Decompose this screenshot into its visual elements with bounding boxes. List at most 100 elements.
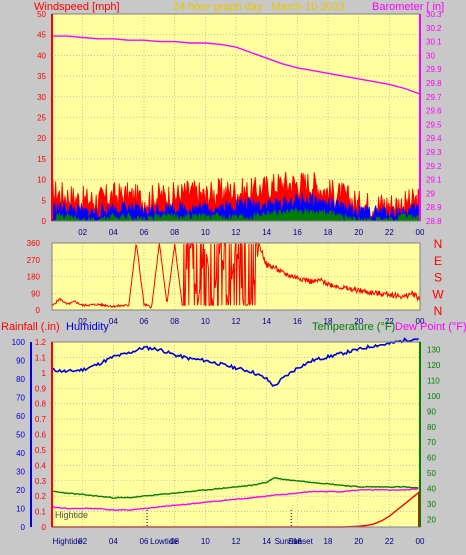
wind-x-tick-label: 12 — [232, 228, 241, 237]
direction-x-tick-label: 12 — [232, 317, 241, 326]
barometer-tick-label: 29.9 — [426, 65, 442, 74]
wind-tick-label: 45 — [37, 31, 46, 40]
sun-label: Sunrise — [275, 537, 303, 546]
barometer-tick-label: 29.6 — [426, 107, 442, 116]
humidity-tick-label: 100 — [12, 338, 26, 347]
rain-tick-label: 0.6 — [35, 431, 47, 440]
wind-x-tick-label: 00 — [416, 228, 425, 237]
temp-x-tick-label: 20 — [354, 537, 363, 546]
humidity-tick-label: 80 — [16, 375, 25, 384]
rain-tick-label: 0.2 — [35, 492, 47, 501]
direction-x-tick-label: 02 — [78, 317, 87, 326]
barometer-tick-label: 29 — [426, 189, 435, 198]
barometer-tick-label: 29.1 — [426, 176, 442, 185]
temp-x-tick-label: 02 — [78, 537, 87, 546]
compass-letter: N — [434, 304, 443, 318]
wind-x-tick-label: 06 — [140, 228, 149, 237]
humidity-tick-label: 50 — [16, 431, 25, 440]
barometer-tick-label: 29.2 — [426, 162, 442, 171]
humidity-tick-label: 40 — [16, 449, 25, 458]
temp-tick-label: 40 — [427, 484, 436, 493]
barometer-title: Barometer [ in] — [372, 1, 444, 13]
compass-letter: W — [432, 287, 444, 301]
temp-x-tick-label: 16 — [293, 537, 302, 546]
direction-tick-label: 0 — [36, 306, 41, 315]
temp-x-tick-label: 08 — [170, 537, 179, 546]
windspeed-title: Windspeed [mph] — [34, 1, 120, 13]
dewpoint-line — [51, 488, 419, 512]
direction-x-tick-label: 22 — [385, 317, 394, 326]
temp-panel-ticks: 0 0.1 0.2 0.3 0.4 0.5 0.6 0.7 0.8 0.9 1 1.1 1.2 0 10 20… — [12, 338, 441, 546]
sun-label: Sunset — [288, 537, 314, 546]
barometer-tick-label: 28.9 — [426, 203, 442, 212]
wind-x-tick-label: 16 — [293, 228, 302, 237]
direction-x-tick-label: 18 — [324, 317, 333, 326]
wind-tick-label: 50 — [37, 10, 46, 19]
temp-tick-label: 30 — [427, 500, 436, 509]
direction-x-tick-label: 10 — [201, 317, 210, 326]
rain-tick-label: 0.7 — [35, 415, 47, 424]
wind-tick-label: 40 — [37, 51, 46, 60]
rainfall-label: Rainfall (.in) — [1, 321, 60, 333]
barometer-line — [52, 35, 421, 95]
wind-tick-label: 0 — [42, 217, 47, 226]
barometer-tick-label: 30.2 — [426, 24, 442, 33]
rain-tick-label: 0.1 — [35, 508, 47, 517]
temp-tick-label: 50 — [427, 469, 436, 478]
humidity-tick-label: 10 — [16, 505, 25, 514]
temp-tick-label: 20 — [427, 515, 436, 524]
temp-tick-label: 60 — [427, 454, 436, 463]
temperature-label: Temperature (°F) — [312, 321, 395, 333]
temp-tick-label: 130 — [427, 346, 441, 355]
temp-x-tick-label: 22 — [385, 537, 394, 546]
wind-x-tick-label: 22 — [385, 228, 394, 237]
temp-x-tick-label: 10 — [201, 537, 210, 546]
wind-direction-line — [51, 243, 421, 309]
wind-tick-label: 10 — [37, 176, 46, 185]
compass-letter: E — [434, 254, 442, 268]
wind-x-tick-label: 10 — [201, 228, 210, 237]
wind-tick-label: 35 — [37, 72, 46, 81]
wind-panel-ticks: 0 5 10 15 20 25 30 35 40 45 50 28.8 28.9 29 29.1 29.2 29… — [37, 10, 442, 237]
compass-letter: S — [434, 271, 442, 285]
barometer-tick-label: 29.5 — [426, 120, 442, 129]
direction-x-tick-label: 14 — [262, 317, 271, 326]
direction-x-tick-label: 16 — [293, 317, 302, 326]
temp-tick-label: 90 — [427, 407, 436, 416]
humidity-line — [51, 337, 419, 387]
tide-label: Hightide — [53, 537, 83, 546]
wind-tick-label: 20 — [37, 134, 46, 143]
direction-tick-label: 270 — [27, 256, 41, 265]
temp-x-tick-label: 04 — [109, 537, 118, 546]
tide-label: Lowtide — [150, 537, 178, 546]
humidity-tick-label: 60 — [16, 412, 25, 421]
temp-x-tick-label: 14 — [262, 537, 271, 546]
direction-tick-label: 180 — [27, 273, 41, 282]
barometer-tick-label: 30 — [426, 51, 435, 60]
wind-minimum-band — [51, 207, 421, 223]
graph-date-title: 24 hour graph day : March 10 2023 — [173, 1, 345, 13]
direction-panel-series — [51, 243, 421, 309]
wind-x-tick-label: 08 — [170, 228, 179, 237]
wind-x-tick-label: 04 — [109, 228, 118, 237]
barometer-tick-label: 29.7 — [426, 93, 442, 102]
dewpoint-label: Dew Point (°F) — [395, 321, 466, 333]
temp-x-tick-label: 12 — [232, 537, 241, 546]
direction-tick-label: 360 — [27, 239, 41, 248]
wind-tick-label: 30 — [37, 93, 46, 102]
temp-tick-label: 100 — [427, 392, 441, 401]
direction-tick-label: 90 — [31, 289, 40, 298]
humidity-label: Humidity — [66, 321, 109, 333]
barometer-tick-label: 30.3 — [426, 10, 442, 19]
humidity-tick-label: 70 — [16, 394, 25, 403]
rain-tick-label: 0.9 — [35, 384, 47, 393]
temp-x-tick-label: 18 — [324, 537, 333, 546]
hightide-marker-label: Hightide — [55, 510, 88, 520]
rain-tick-label: 0.4 — [35, 461, 47, 470]
rain-tick-label: 0.5 — [35, 446, 47, 455]
temperature-line — [51, 476, 419, 499]
rain-tick-label: 1 — [42, 369, 47, 378]
direction-x-tick-label: 08 — [170, 317, 179, 326]
